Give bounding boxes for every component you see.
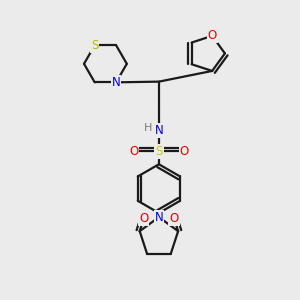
Text: O: O: [208, 29, 217, 42]
Text: S: S: [91, 39, 98, 52]
Text: O: O: [139, 212, 148, 225]
Text: N: N: [154, 211, 163, 224]
Text: H: H: [143, 123, 152, 133]
Text: O: O: [180, 145, 189, 158]
Text: S: S: [155, 145, 163, 158]
Text: N: N: [154, 124, 163, 137]
Text: N: N: [112, 76, 121, 89]
Text: O: O: [169, 212, 178, 225]
Text: O: O: [129, 145, 138, 158]
